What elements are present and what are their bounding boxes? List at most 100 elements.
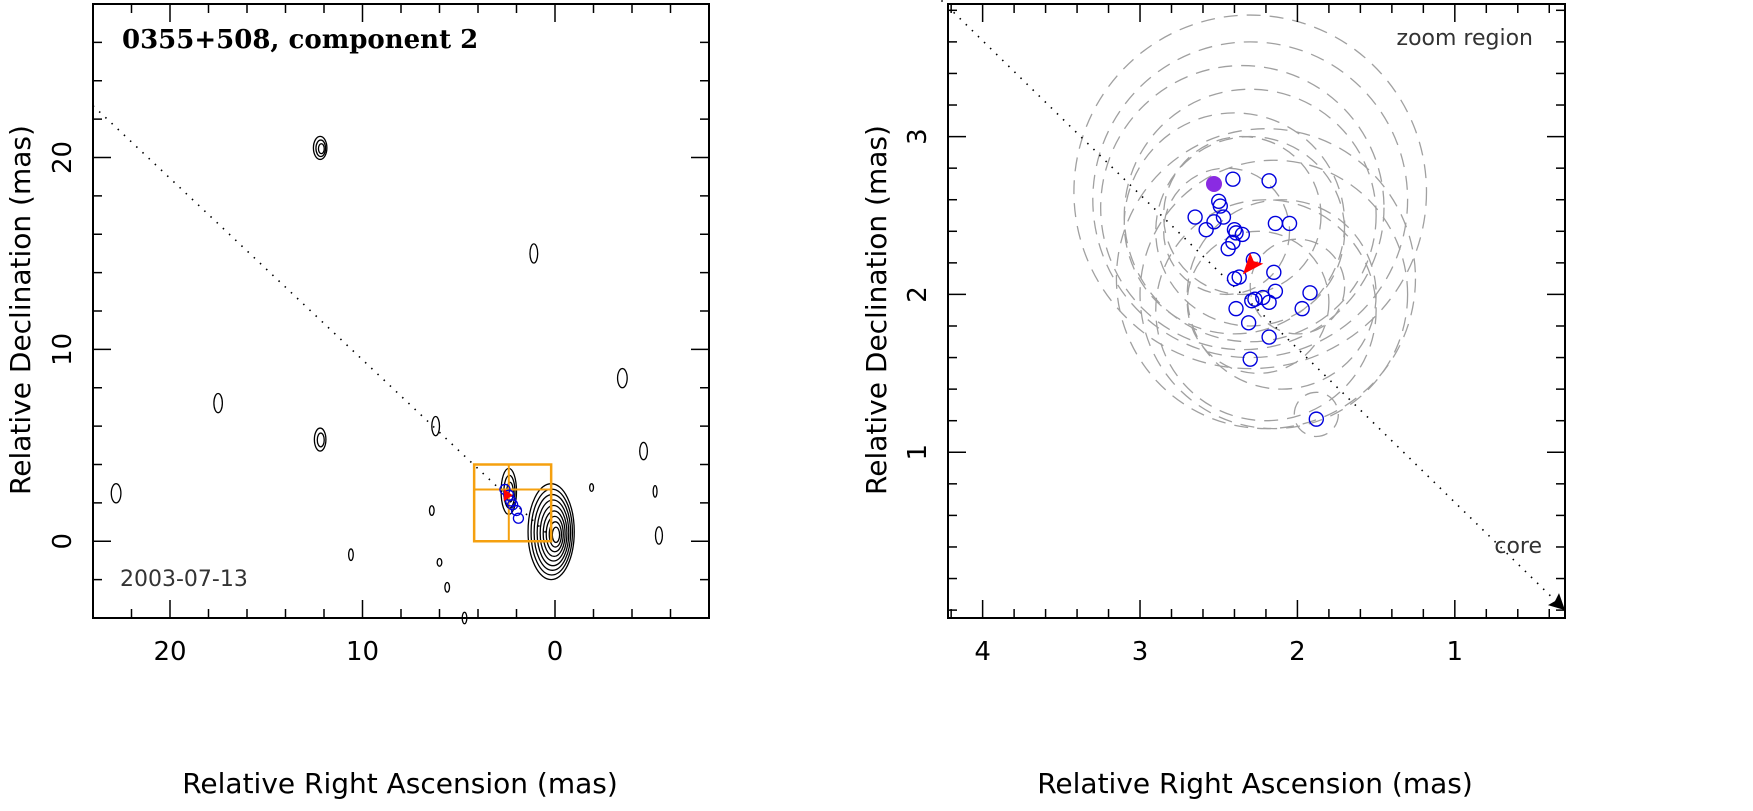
contour-layer — [110, 135, 664, 625]
left-panel: 20 10 0 0 10 20 0355+508, component 2 2003-07… — [4, 3, 710, 800]
contour — [431, 415, 441, 437]
contour — [436, 557, 443, 567]
zoom-box-outline — [472, 463, 553, 543]
y-tick-label: 2 — [903, 286, 933, 303]
direction-line — [92, 105, 556, 542]
component-position — [1261, 329, 1277, 345]
contour — [529, 243, 539, 264]
contour — [539, 504, 568, 562]
component-position — [1266, 264, 1282, 281]
x-tick-label: 20 — [153, 637, 186, 667]
uncertainty-circle — [1162, 167, 1291, 296]
core-label: core — [1494, 534, 1542, 559]
contour — [545, 515, 564, 553]
component-positions — [499, 483, 525, 524]
component-position — [1228, 225, 1244, 241]
contour — [347, 548, 354, 562]
uncertainty-circle — [1186, 199, 1377, 390]
component-position — [1212, 198, 1228, 214]
component-position — [1244, 293, 1260, 309]
x-axis-label: Relative Right Ascension (mas) — [182, 767, 618, 800]
contour — [444, 581, 451, 593]
component-position — [1294, 300, 1310, 317]
contour — [589, 483, 595, 493]
component-position — [1234, 226, 1251, 243]
component-position — [1281, 215, 1298, 232]
uncertainty-circle — [1293, 391, 1339, 438]
contour — [428, 505, 435, 516]
mean-position-marker — [503, 489, 513, 502]
component-position — [510, 504, 523, 517]
uncertainty-circle — [1100, 64, 1385, 351]
component-position — [1308, 411, 1325, 427]
component-position — [1302, 285, 1318, 301]
core-arrow-icon — [1548, 593, 1565, 611]
component-position — [1206, 214, 1222, 230]
uncertainty-circle — [1139, 159, 1409, 430]
component-position — [1267, 215, 1284, 232]
zoom-region-label: zoom region — [1397, 26, 1533, 51]
component-position — [1228, 300, 1244, 317]
uncertainty-circle — [1186, 230, 1330, 374]
x-tick-label: 10 — [346, 637, 379, 667]
component-positions — [1187, 171, 1325, 427]
reference-position-marker — [1206, 175, 1223, 192]
contour — [654, 526, 664, 545]
plot-frame — [947, 3, 1566, 619]
component-position — [1240, 315, 1257, 331]
observation-date: 2003-07-13 — [120, 567, 248, 592]
axis-ticks: 4 3 2 1 1 2 3 — [903, 4, 1565, 667]
zoom-box — [472, 463, 553, 543]
contour — [313, 427, 327, 452]
uncertainty-circle — [1115, 128, 1417, 430]
axis-ticks: 20 10 0 0 10 20 — [48, 3, 710, 667]
contour — [316, 432, 325, 448]
uncertainty-circle — [1092, 41, 1409, 359]
x-tick-label: 1 — [1447, 637, 1464, 667]
x-tick-label: 3 — [1132, 637, 1149, 667]
uncertainty-circle — [1073, 14, 1428, 370]
contour — [551, 526, 561, 544]
contour — [542, 510, 566, 558]
y-tick-label: 0 — [48, 533, 78, 550]
contour — [213, 392, 224, 414]
mean-position-marker — [1242, 252, 1264, 275]
component-position — [1242, 351, 1258, 367]
y-axis-label: Relative Declination (mas) — [4, 125, 37, 495]
component-position — [1198, 222, 1214, 238]
uncertainty-circle — [1162, 135, 1322, 296]
x-tick-label: 4 — [974, 637, 991, 667]
y-tick-label: 3 — [903, 128, 933, 145]
component-position — [1220, 240, 1236, 257]
contour — [536, 499, 570, 567]
uncertainty-circle — [1155, 199, 1377, 422]
component-position — [1225, 171, 1241, 187]
component-position — [1226, 270, 1243, 287]
y-tick-label: 20 — [48, 141, 78, 174]
x-tick-label: 0 — [547, 637, 564, 667]
x-axis-label: Relative Right Ascension (mas) — [1037, 767, 1473, 800]
contour — [639, 441, 649, 461]
contour — [616, 367, 628, 389]
contour — [652, 484, 658, 498]
component-position — [507, 499, 519, 511]
contour — [548, 521, 563, 548]
right-panel: 4 3 2 1 1 2 3 zoom region core Relative Right … — [860, 0, 1566, 800]
contour — [312, 135, 328, 161]
contour — [110, 483, 122, 504]
contour — [315, 139, 327, 158]
component-position — [1215, 209, 1232, 225]
uncertainty-circles — [1073, 14, 1428, 438]
component-position — [1261, 294, 1277, 311]
component-position — [1226, 222, 1243, 238]
chart-title: 0355+508, component 2 — [122, 25, 478, 55]
component-position — [512, 512, 525, 524]
component-position — [1261, 173, 1277, 189]
y-axis-label: Relative Declination (mas) — [860, 125, 893, 495]
y-tick-label: 1 — [903, 444, 933, 461]
plot-frame — [92, 3, 710, 619]
uncertainty-circle — [1249, 238, 1346, 335]
x-tick-label: 2 — [1289, 637, 1306, 667]
y-tick-label: 10 — [48, 333, 78, 366]
